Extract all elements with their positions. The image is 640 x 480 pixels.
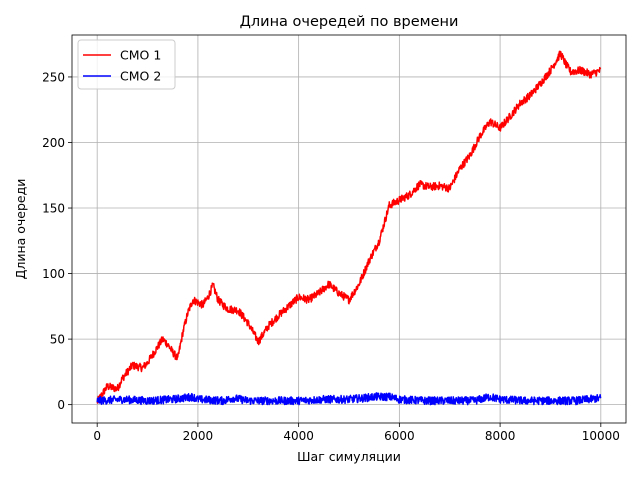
x-axis-ticks: 0 2000 4000 6000 8000 10000 (93, 423, 620, 443)
x-tick-label: 0 (93, 429, 101, 443)
y-tick-label: 250 (42, 70, 65, 84)
y-tick-label: 50 (50, 333, 65, 347)
y-tick-label: 150 (42, 202, 65, 216)
series-layer (96, 50, 602, 406)
y-tick-label: 100 (42, 267, 65, 281)
plot-frame (71, 34, 627, 424)
y-tick-label: 0 (57, 398, 65, 412)
x-tick-label: 4000 (283, 429, 314, 443)
y-tick-label: 200 (42, 136, 65, 150)
series-line-2 (96, 392, 602, 406)
x-tick-label: 2000 (183, 429, 214, 443)
y-axis-ticks: 0 50 100 150 200 250 (42, 70, 72, 412)
x-tick-label: 6000 (384, 429, 415, 443)
x-tick-label: 8000 (485, 429, 516, 443)
x-tick-label: 10000 (582, 429, 620, 443)
x-axis-label: Шаг симуляции (297, 449, 401, 464)
legend: СМО 1 СМО 2 (77, 39, 176, 90)
legend-label-series-1: СМО 1 (120, 48, 161, 63)
y-axis-label: Длина очереди (13, 179, 28, 280)
legend-label-series-2: СМО 2 (120, 69, 161, 84)
series-line-1 (96, 50, 602, 404)
chart-title: Длина очередей по времени (240, 14, 459, 30)
